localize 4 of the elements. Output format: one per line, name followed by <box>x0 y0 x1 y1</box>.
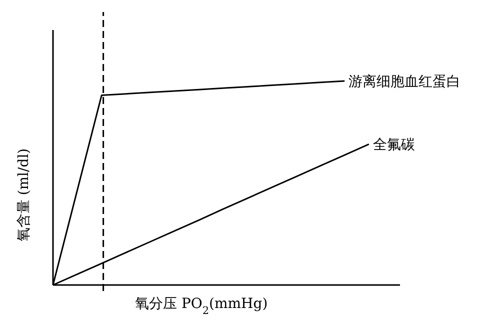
series-label: 全氟碳 <box>372 137 415 154</box>
x-axis-title: 氧分压 PO$_{2}$(mmHg) <box>135 296 268 317</box>
series-label: 游离细胞血红蛋白 <box>348 74 461 90</box>
y-axis-title: 氧含量 (ml/dl) <box>16 148 32 242</box>
